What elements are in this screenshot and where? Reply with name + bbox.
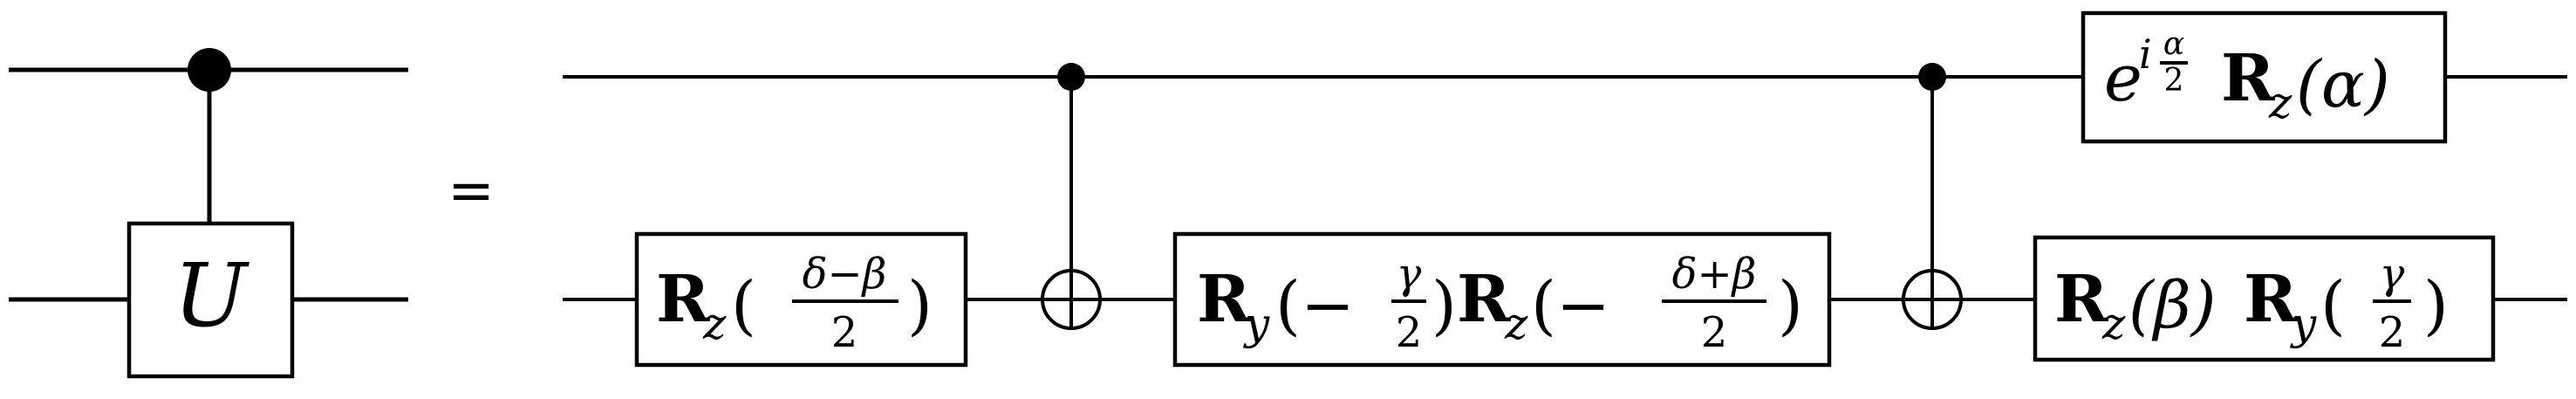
gate-1-open: (	[731, 268, 756, 343]
phase-gate-i: i	[2139, 31, 2152, 78]
gate-rz-delta-minus-beta: R z ( δ−β 2 )	[634, 231, 968, 368]
gate-3-close: )	[2423, 268, 2449, 343]
cnot-1-control-dot	[1057, 63, 1085, 91]
gate-2-numerator2: δ+β	[1672, 250, 1757, 299]
cnot-2-control-dot	[1918, 63, 1946, 91]
gate-3-box	[2033, 235, 2496, 362]
gate-2-close1: )	[1431, 268, 1457, 343]
gate-ry-rz: R y (− γ 2 ) R z (− δ+β 2 )	[1172, 231, 1832, 368]
gate-1-sub: z	[702, 299, 727, 349]
gate-2-sub2: z	[1504, 299, 1528, 349]
cnot-2	[1902, 63, 1963, 330]
lhs-control-dot	[188, 48, 231, 92]
phase-gate-r: R	[2221, 41, 2275, 116]
phase-gate-e: e	[2104, 41, 2142, 116]
gate-2-r1: R	[1197, 262, 1251, 337]
gate-1-close: )	[907, 268, 933, 343]
u-gate-label: U	[174, 244, 250, 347]
gate-2-r2: R	[1457, 262, 1511, 337]
gate-2-numerator1: γ	[1397, 250, 1422, 299]
gate-3-sub1: z	[2101, 299, 2126, 349]
phase-gate-arg: (α)	[2296, 47, 2390, 122]
phase-gate-numerator: α	[2163, 26, 2184, 62]
gate-1-r: R	[656, 262, 710, 337]
gate-2-sub1: y	[1243, 299, 1270, 349]
equals-sign: =	[448, 159, 495, 224]
gate-3-r2: R	[2244, 262, 2298, 337]
gate-2-close2: )	[1778, 268, 1803, 343]
gate-3-sub2: y	[2290, 299, 2317, 349]
phase-gate-box	[2081, 10, 2448, 144]
gate-2-open1: (−	[1275, 268, 1355, 343]
gate-2-denominator1: 2	[1396, 308, 1423, 357]
gate-3-r1: R	[2054, 262, 2108, 337]
gate-rz-ry: R z (β) R y ( γ 2 )	[2033, 235, 2496, 362]
gate-phase-rz-alpha: e i α 2 R z (α)	[2081, 10, 2448, 144]
cnot-1	[1041, 63, 1102, 330]
decomposition-circuit: R z ( δ−β 2 ) R y (− γ 2 ) R z (− δ+β 2 …	[563, 10, 2567, 368]
gate-3-denominator: 2	[2379, 308, 2406, 357]
controlled-u-circuit: U	[9, 48, 408, 379]
gate-1-denominator: 2	[831, 308, 858, 357]
phase-gate-sub: z	[2268, 78, 2292, 128]
gate-2-open2: (−	[1531, 268, 1610, 343]
gate-2-denominator2: 2	[1701, 308, 1728, 357]
phase-gate-denominator: 2	[2164, 63, 2184, 99]
u-gate-box	[126, 221, 295, 379]
gate-3-open: (	[2320, 268, 2346, 343]
gate-1-numerator: δ−β	[803, 250, 887, 299]
gate-3-arg1: (β)	[2128, 268, 2217, 343]
gate-3-numerator: γ	[2380, 250, 2405, 299]
